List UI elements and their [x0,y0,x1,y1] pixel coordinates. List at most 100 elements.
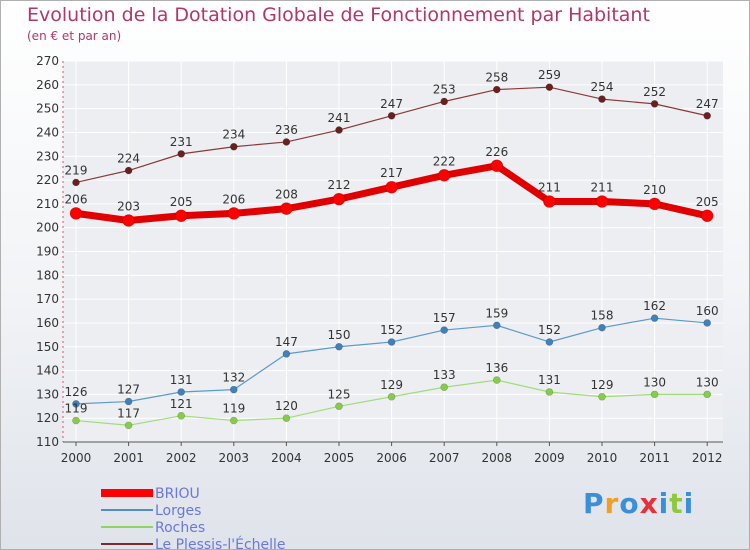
logo-letter: r [604,487,620,520]
data-label: 117 [117,406,140,420]
data-point [648,197,661,211]
legend-item: BRIOU [101,486,200,502]
data-point [545,388,554,396]
data-point [282,350,291,358]
y-tick-label: 190 [36,245,59,259]
data-label: 211 [538,180,561,194]
logo-letter: t [669,487,684,520]
x-tick-label: 2003 [219,451,250,465]
data-label: 132 [222,371,245,385]
grid [63,60,723,443]
data-point [543,195,556,208]
x-tick-label: 2009 [534,451,565,465]
y-tick-label: 200 [36,221,59,235]
series-le-plessis-l-chelle: 219 224 231 234 236 241 247 253 258 259 254 252 247 [65,68,719,187]
data-point [72,400,80,408]
legend-label: Lorges [155,503,201,519]
legend-item: Lorges [101,503,201,519]
chart-subtitle: (en € et par an) [27,29,122,43]
chart-title: Evolution de la Dotation Globale de Fonc… [27,4,650,26]
data-label: 162 [643,299,666,313]
data-point [335,402,343,411]
y-tick-label: 250 [36,102,59,116]
data-label: 121 [170,397,193,411]
data-point [387,111,396,120]
y-tick-label: 270 [36,54,59,68]
data-point [703,111,712,120]
y-tick-label: 110 [36,435,59,449]
logo-letter: x [639,487,659,520]
data-label: 130 [696,375,719,389]
data-label: 205 [696,195,719,209]
data-point [282,414,291,422]
logo-letter: i [658,487,670,520]
data-label: 236 [275,123,298,137]
data-label: 259 [538,68,561,82]
data-label: 226 [485,145,508,159]
data-label: 252 [643,85,666,99]
axes: 110 120 130 140 150 160 170 180 190 200 210 220 230 2… [36,54,723,465]
data-label: 147 [275,335,298,349]
y-tick-label: 180 [36,268,59,282]
data-label: 158 [591,309,614,323]
legend-label: Roches [155,520,205,536]
y-tick-label: 120 [36,411,59,425]
x-tick-label: 2006 [376,451,407,465]
data-point [437,169,451,182]
data-point [124,166,133,175]
data-point [177,412,185,420]
series: 206 203 205 206 208 212 217 222 226 211 211 210 205 1… [65,68,719,430]
data-label: 131 [170,373,193,387]
data-label: 206 [65,192,88,206]
x-tick-label: 2007 [429,451,460,465]
legend-item: Roches [101,520,205,536]
data-point [545,83,554,91]
data-label: 217 [380,166,403,180]
data-point [703,390,712,399]
data-point [174,209,188,223]
y-tick-label: 220 [36,173,59,187]
data-point [230,416,238,425]
logo-letter: P [583,487,605,520]
data-label: 160 [696,304,719,318]
data-label: 258 [485,71,508,85]
data-label: 119 [222,402,245,416]
data-label: 119 [65,402,88,416]
data-label: 224 [117,152,140,166]
data-point [492,376,501,384]
data-label: 130 [643,375,666,389]
data-label: 241 [328,111,351,125]
data-label: 208 [275,188,298,202]
data-label: 126 [65,385,88,399]
data-point [598,95,606,103]
logo-letter: i [683,487,695,520]
x-tick-label: 2012 [692,451,723,465]
y-tick-label: 170 [36,292,59,306]
data-label: 133 [433,368,456,382]
data-point [385,180,398,194]
logo-letter: o [619,487,640,520]
x-tick-label: 2011 [639,451,670,465]
data-point [598,392,606,401]
y-tick-label: 260 [36,78,59,92]
data-point [72,178,80,187]
data-label: 157 [433,311,456,325]
data-point [124,421,133,430]
data-label: 120 [275,399,298,413]
data-point [595,195,609,208]
data-point [700,209,714,223]
y-tick-label: 230 [36,149,59,163]
x-tick-label: 2010 [587,451,618,465]
data-point [703,319,712,327]
data-point [440,326,449,334]
y-tick-label: 210 [36,197,59,211]
data-label: 150 [328,328,351,342]
data-label: 129 [591,378,614,392]
legend-label: Le Plessis-l'Échelle [155,536,286,549]
data-point [387,338,396,346]
data-point [72,416,80,425]
data-point [440,383,449,392]
data-label: 247 [380,97,403,111]
y-tick-label: 150 [36,340,59,354]
